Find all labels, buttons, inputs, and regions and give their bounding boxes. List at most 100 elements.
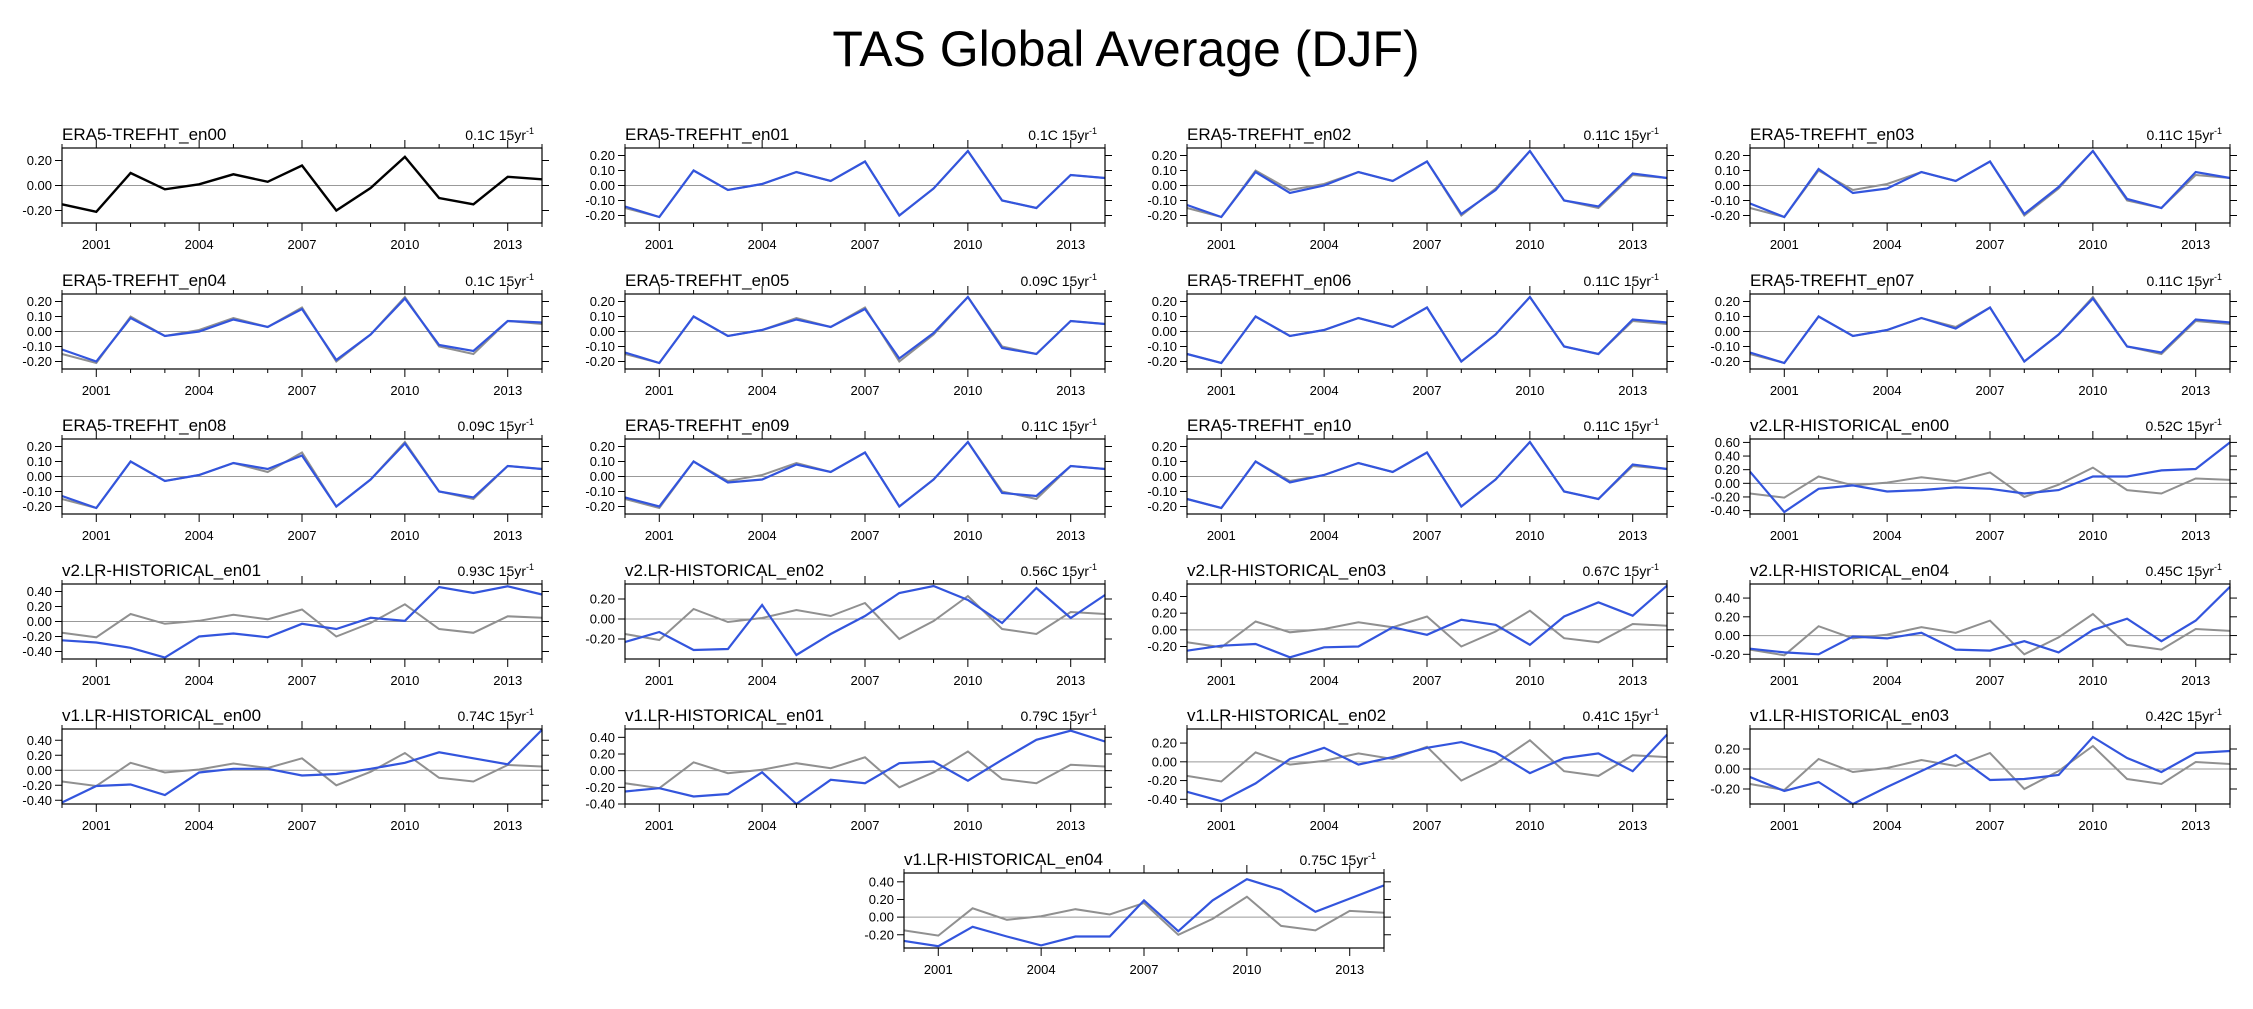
panel: ERA5-TREFHT_en06 0.11C 15yr-1 2001 2004 2007… — [1147, 271, 1674, 398]
panel: v2.LR-HISTORICAL_en00 0.52C 15yr-1 2001 200… — [1710, 416, 2237, 543]
x-tick-label: 2001 — [1770, 818, 1799, 833]
trend-superscript: -1 — [2214, 562, 2222, 572]
x-tick-label: 2013 — [1056, 237, 1085, 252]
y-tick-label: -0.20 — [585, 208, 615, 223]
x-tick-label: 2004 — [748, 383, 777, 398]
x-tick-label: 2013 — [1618, 383, 1647, 398]
trend-label: 0.41C 15yr-1 — [1583, 707, 1660, 724]
x-tick-label: 2001 — [645, 673, 674, 688]
panel: v2.LR-HISTORICAL_en03 0.67C 15yr-1 2001 200… — [1147, 561, 1674, 688]
y-tick-label: -0.10 — [1710, 193, 1740, 208]
x-tick-label: 2010 — [953, 673, 982, 688]
x-tick-label: 2010 — [390, 237, 419, 252]
x-tick-label: 2010 — [390, 528, 419, 543]
panel-frame — [624, 583, 1106, 660]
x-tick-label: 2007 — [1413, 673, 1442, 688]
trend-label: 0.11C 15yr-1 — [2147, 272, 2222, 289]
y-tick-label: 0.20 — [590, 592, 615, 607]
x-tick-label: 2010 — [1515, 237, 1544, 252]
x-tick-label: 2007 — [1976, 383, 2005, 398]
y-tick-label: -0.40 — [22, 793, 52, 808]
x-tick-label: 2004 — [748, 237, 777, 252]
reference-series-line — [1749, 466, 2231, 499]
panel: ERA5-TREFHT_en08 0.09C 15yr-1 2001 2004 2007… — [22, 416, 549, 543]
y-tick-label: 0.00 — [1715, 324, 1740, 339]
x-tick-label: 2007 — [288, 528, 317, 543]
panel-title: ERA5-TREFHT_en10 — [1187, 416, 1351, 435]
panel-title: v1.LR-HISTORICAL_en00 — [62, 706, 261, 725]
y-tick-label: 0.00 — [1715, 476, 1740, 491]
y-tick-label: -0.20 — [585, 499, 615, 514]
x-tick-label: 2013 — [493, 383, 522, 398]
panel-title: ERA5-TREFHT_en05 — [625, 271, 789, 290]
x-tick-label: 2007 — [1413, 528, 1442, 543]
y-tick-label: -0.20 — [22, 203, 52, 218]
y-tick-label: -0.10 — [585, 193, 615, 208]
y-tick-label: 0.00 — [27, 469, 52, 484]
panel-title: ERA5-TREFHT_en06 — [1187, 271, 1351, 290]
panel-title: ERA5-TREFHT_en03 — [1750, 125, 1914, 144]
trend-superscript: -1 — [1651, 417, 1659, 427]
x-tick-label: 2004 — [1310, 528, 1339, 543]
x-tick-label: 2013 — [1056, 818, 1085, 833]
trend-superscript: -1 — [526, 707, 534, 717]
panel-title: v1.LR-HISTORICAL_en02 — [1187, 706, 1386, 725]
member-series-line — [624, 149, 1106, 219]
x-tick-label: 2013 — [493, 818, 522, 833]
panel-title: ERA5-TREFHT_en02 — [1187, 125, 1351, 144]
y-tick-label: 0.20 — [27, 153, 52, 168]
x-tick-label: 2013 — [493, 673, 522, 688]
panel-title: v2.LR-HISTORICAL_en00 — [1750, 416, 1949, 435]
panel: ERA5-TREFHT_en10 0.11C 15yr-1 2001 2004 2007… — [1147, 416, 1674, 543]
trend-superscript: -1 — [1089, 417, 1097, 427]
y-tick-label: -0.20 — [1147, 499, 1177, 514]
y-tick-label: 0.40 — [869, 874, 894, 889]
y-tick-label: 0.00 — [1152, 754, 1177, 769]
y-tick-label: -0.20 — [585, 632, 615, 647]
panel-frame — [1749, 728, 2231, 805]
x-tick-label: 2010 — [953, 237, 982, 252]
panel-title: ERA5-TREFHT_en07 — [1750, 271, 1914, 290]
y-tick-label: 0.10 — [590, 309, 615, 324]
panel-title: ERA5-TREFHT_en01 — [625, 125, 789, 144]
y-tick-label: 0.20 — [27, 439, 52, 454]
y-tick-label: 0.20 — [1152, 736, 1177, 751]
panel: ERA5-TREFHT_en00 0.1C 15yr-1 2001 2004 2007 2… — [22, 125, 549, 252]
trend-label: 0.11C 15yr-1 — [1584, 272, 1659, 289]
panel-title: v2.LR-HISTORICAL_en01 — [62, 561, 261, 580]
trend-superscript: -1 — [1651, 707, 1659, 717]
y-tick-label: 0.40 — [1715, 449, 1740, 464]
y-tick-label: -0.20 — [585, 354, 615, 369]
x-tick-label: 2001 — [1207, 237, 1236, 252]
x-tick-label: 2004 — [1310, 673, 1339, 688]
x-tick-label: 2001 — [1770, 673, 1799, 688]
member-series-line — [624, 295, 1106, 365]
x-tick-label: 2007 — [288, 818, 317, 833]
y-tick-label: 0.20 — [590, 439, 615, 454]
x-tick-label: 2007 — [851, 673, 880, 688]
y-tick-label: -0.20 — [1710, 489, 1740, 504]
x-tick-label: 2010 — [1515, 818, 1544, 833]
panel-frame — [624, 728, 1106, 805]
x-tick-label: 2013 — [493, 528, 522, 543]
trend-label: 0.11C 15yr-1 — [1022, 417, 1097, 434]
y-tick-label: 0.20 — [1152, 606, 1177, 621]
y-tick-label: 0.00 — [1715, 628, 1740, 643]
x-tick-label: 2001 — [645, 528, 674, 543]
trend-superscript: -1 — [1089, 272, 1097, 282]
x-tick-label: 2001 — [82, 383, 111, 398]
y-tick-label: 0.00 — [1152, 622, 1177, 637]
y-tick-label: -0.20 — [1147, 773, 1177, 788]
y-tick-label: 0.20 — [590, 148, 615, 163]
reference-series-line — [1749, 612, 2231, 657]
y-tick-label: -0.40 — [22, 644, 52, 659]
panel-title: v1.LR-HISTORICAL_en03 — [1750, 706, 1949, 725]
y-tick-label: 0.20 — [1715, 742, 1740, 757]
x-tick-label: 2007 — [1413, 818, 1442, 833]
panel: ERA5-TREFHT_en02 0.11C 15yr-1 2001 2004 2007… — [1147, 125, 1674, 252]
y-tick-label: -0.10 — [1710, 339, 1740, 354]
y-tick-label: 0.00 — [1152, 324, 1177, 339]
reference-series-line — [624, 750, 1106, 790]
member-series-line — [1749, 586, 2231, 656]
panel: v2.LR-HISTORICAL_en02 0.56C 15yr-1 2001 200… — [585, 561, 1112, 688]
